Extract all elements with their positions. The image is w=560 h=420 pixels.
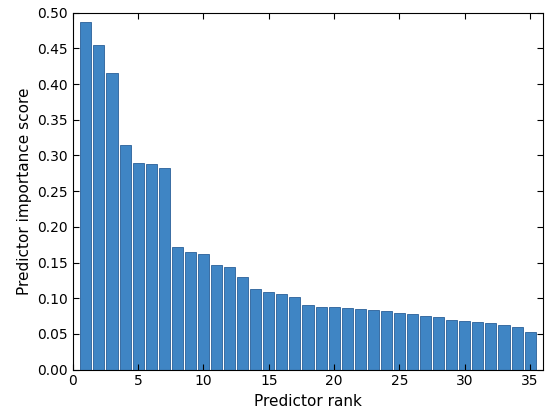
Bar [146,164,157,370]
Bar [315,307,326,370]
Bar [80,22,91,370]
Bar [342,308,353,370]
Bar [172,247,183,370]
Bar [290,297,301,370]
Bar [525,332,536,370]
Bar [302,305,314,370]
Bar [433,318,444,370]
Bar [198,254,209,370]
Bar [486,323,497,370]
Bar [158,168,170,370]
Bar [381,311,392,370]
X-axis label: Predictor rank: Predictor rank [254,394,362,409]
Bar [185,252,196,370]
Bar [119,144,130,370]
Y-axis label: Predictor importance score: Predictor importance score [17,87,31,295]
Bar [263,292,274,370]
Bar [394,313,405,370]
Bar [106,73,118,370]
Bar [407,314,418,370]
Bar [224,268,235,370]
Bar [329,307,340,370]
Bar [498,325,510,370]
Bar [446,320,458,370]
Bar [368,310,379,370]
Bar [211,265,222,370]
Bar [250,289,262,370]
Bar [420,316,431,370]
Bar [276,294,287,370]
Bar [237,277,248,370]
Bar [511,327,522,370]
Bar [94,45,105,370]
Bar [472,323,483,370]
Bar [354,309,366,370]
Bar [133,163,144,370]
Bar [459,321,470,370]
